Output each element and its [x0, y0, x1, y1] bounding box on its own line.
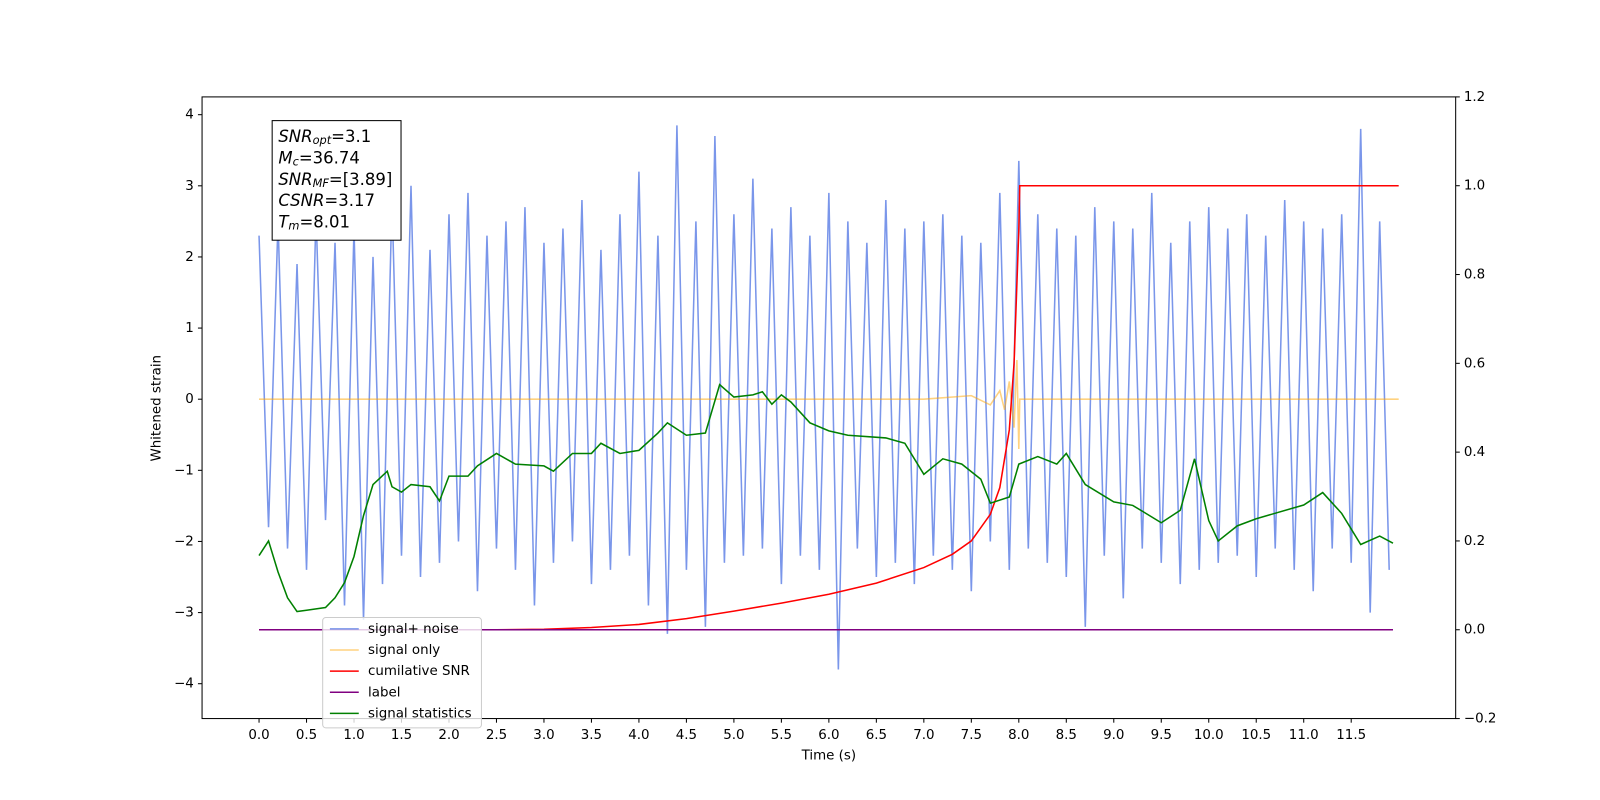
series-line: [259, 360, 1399, 450]
x-tick-label: 5.0: [723, 728, 744, 743]
x-tick-label: 8.0: [1008, 728, 1029, 743]
annotation-symbol: M: [278, 148, 292, 167]
x-tick-label: 7.0: [913, 728, 934, 743]
annotation-symbol: CSNR: [278, 191, 324, 210]
annotation-value: =8.01: [299, 212, 350, 231]
legend-label: label: [368, 685, 400, 700]
y-tick-label: −1: [174, 463, 194, 478]
x-tick-label: 7.5: [961, 728, 982, 743]
x-tick-label: 6.0: [818, 728, 839, 743]
annotation-box: [271, 120, 402, 241]
y-tick-label: 3: [185, 179, 194, 194]
annotation: CSNR=3.17: [278, 191, 375, 210]
annotation-value: =3.17: [324, 191, 375, 210]
annotation-symbol: SNR: [278, 169, 312, 188]
x-tick-label: 10.0: [1194, 728, 1224, 743]
legend-label: signal only: [368, 643, 440, 658]
legend-label: cumilative SNR: [368, 664, 470, 679]
y2-tick-label: 0.6: [1464, 356, 1485, 371]
y-axis-label: Whitened strain: [150, 355, 165, 462]
x-tick-label: 8.5: [1056, 728, 1077, 743]
annotation-subscript: MF: [313, 176, 330, 190]
y-tick-label: −4: [174, 677, 194, 692]
x-tick-label: 9.5: [1151, 728, 1172, 743]
x-tick-label: 1.5: [391, 728, 412, 743]
annotation: SNRopt=3.1: [278, 127, 371, 148]
annotation-value: =36.74: [299, 148, 360, 167]
x-tick-label: 5.5: [771, 728, 792, 743]
x-tick-label: 1.0: [343, 728, 364, 743]
annotation-symbol: T: [278, 212, 290, 231]
annotation-value: =3.1: [331, 127, 371, 146]
x-tick-label: 11.5: [1336, 728, 1366, 743]
annotation-value: =[3.89]: [329, 169, 392, 188]
series-line: [259, 184, 1399, 631]
annotation-subscript: opt: [313, 133, 332, 147]
y-tick-label: −3: [174, 606, 194, 621]
x-tick-label: 3.0: [533, 728, 554, 743]
x-tick-label: 9.0: [1103, 728, 1124, 743]
y-tick-label: 4: [185, 108, 194, 123]
y2-tick-label: 0.8: [1464, 268, 1485, 283]
x-tick-label: 6.5: [866, 728, 887, 743]
x-axis-label: Time (s): [801, 749, 856, 764]
x-tick-label: 0.5: [296, 728, 317, 743]
x-tick-label: 0.0: [248, 728, 269, 743]
annotation-symbol: SNR: [278, 127, 312, 146]
series-line: [258, 125, 1390, 670]
x-tick-label: 2.5: [486, 728, 507, 743]
y-tick-label: 2: [185, 250, 194, 265]
x-tick-label: 2.0: [438, 728, 459, 743]
annotation: Tm=8.01: [278, 212, 350, 233]
x-tick-label: 11.0: [1289, 728, 1319, 743]
y2-tick-label: 0.4: [1464, 445, 1485, 460]
y-tick-label: −2: [174, 534, 194, 549]
y2-tick-label: 1.0: [1464, 179, 1485, 194]
x-tick-label: 3.5: [581, 728, 602, 743]
y2-tick-label: −0.2: [1464, 712, 1497, 727]
annotation-subscript: c: [293, 155, 300, 169]
annotation: SNRMF=[3.89]: [278, 169, 392, 190]
y2-tick-label: 0.0: [1464, 623, 1485, 638]
x-tick-label: 4.5: [676, 728, 697, 743]
y-tick-label: 0: [185, 392, 194, 407]
y2-tick-label: 0.2: [1464, 534, 1485, 549]
legend-label: signal+ noise: [368, 622, 459, 637]
x-tick-label: 10.5: [1241, 728, 1271, 743]
annotation-subscript: m: [288, 219, 299, 233]
y-tick-label: 1: [185, 321, 194, 336]
legend-box: [322, 617, 482, 729]
legend-label: signal statistics: [368, 706, 472, 721]
x-tick-label: 4.0: [628, 728, 649, 743]
annotation: Mc=36.74: [278, 148, 359, 169]
y2-tick-label: 1.2: [1464, 90, 1485, 105]
series-line: [258, 383, 1394, 613]
